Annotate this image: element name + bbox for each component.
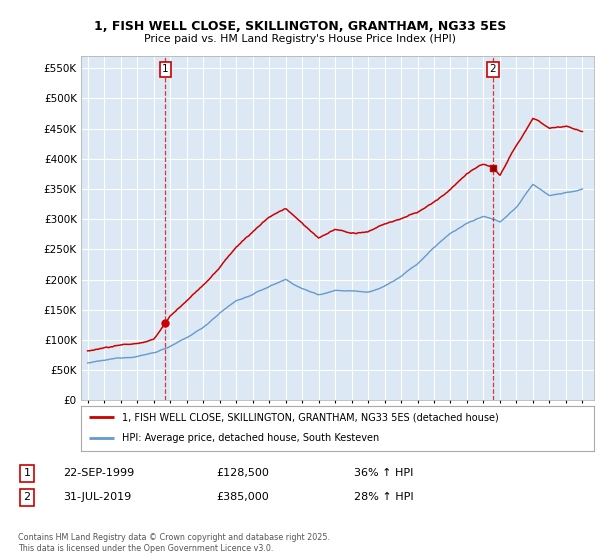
Text: £128,500: £128,500: [216, 468, 269, 478]
Text: 1, FISH WELL CLOSE, SKILLINGTON, GRANTHAM, NG33 5ES: 1, FISH WELL CLOSE, SKILLINGTON, GRANTHA…: [94, 20, 506, 34]
Text: £385,000: £385,000: [216, 492, 269, 502]
Text: 1: 1: [23, 468, 31, 478]
Text: 2: 2: [490, 64, 496, 74]
Text: Contains HM Land Registry data © Crown copyright and database right 2025.
This d: Contains HM Land Registry data © Crown c…: [18, 534, 330, 553]
Text: 1, FISH WELL CLOSE, SKILLINGTON, GRANTHAM, NG33 5ES (detached house): 1, FISH WELL CLOSE, SKILLINGTON, GRANTHA…: [122, 412, 499, 422]
Text: 22-SEP-1999: 22-SEP-1999: [63, 468, 134, 478]
Text: HPI: Average price, detached house, South Kesteven: HPI: Average price, detached house, Sout…: [122, 433, 379, 444]
Text: 2: 2: [23, 492, 31, 502]
Text: 28% ↑ HPI: 28% ↑ HPI: [354, 492, 413, 502]
Text: Price paid vs. HM Land Registry's House Price Index (HPI): Price paid vs. HM Land Registry's House …: [144, 34, 456, 44]
Text: 31-JUL-2019: 31-JUL-2019: [63, 492, 131, 502]
Text: 1: 1: [162, 64, 169, 74]
Text: 36% ↑ HPI: 36% ↑ HPI: [354, 468, 413, 478]
